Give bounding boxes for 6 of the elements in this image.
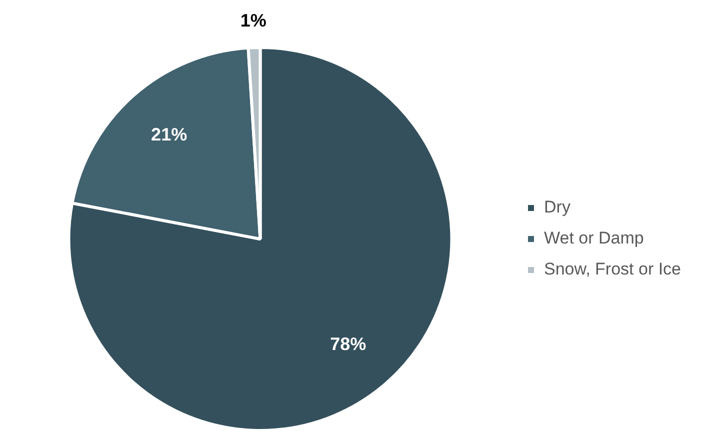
data-label: 78% xyxy=(330,334,366,354)
data-label: 21% xyxy=(151,124,188,145)
legend-label: Wet or Damp xyxy=(544,228,644,248)
legend-label: Snow, Frost or Ice xyxy=(544,260,682,279)
legend-label: Dry xyxy=(544,198,571,217)
data-label: 1% xyxy=(240,10,266,31)
